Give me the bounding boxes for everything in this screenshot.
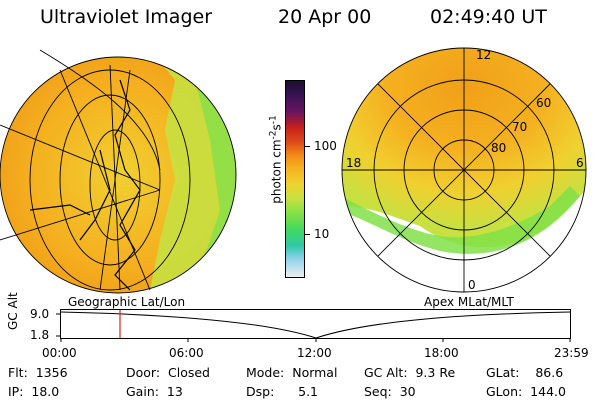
polar-plot-image xyxy=(341,47,587,293)
apex-panel-label: Apex MLat/MLT xyxy=(424,295,514,309)
colorbar-tick xyxy=(305,234,310,235)
timeline-y-tick: 9.0 xyxy=(30,307,50,321)
polar-mlt-label-12: 12 xyxy=(476,48,492,62)
instrument-title: Ultraviolet Imager xyxy=(40,6,213,28)
polar-lat-label-80: 80 xyxy=(491,141,507,155)
ip-value: IP: 18.0 xyxy=(8,384,60,399)
altitude-timeline-plot xyxy=(56,309,571,342)
geographic-panel-label: Geographic Lat/Lon xyxy=(68,295,186,309)
timeline-x-tick: 18:00 xyxy=(424,346,459,360)
timeline-x-tick: 00:00 xyxy=(42,346,77,360)
timeline-x-tick: 06:00 xyxy=(169,346,204,360)
date-label: 20 Apr 00 xyxy=(278,6,372,28)
colorbar-tick-label: 10 xyxy=(314,227,330,241)
colorbar-unit-label: photon cm-2s-1 xyxy=(268,115,284,204)
polar-mlt-label-0: 0 xyxy=(468,278,476,292)
door-status: Door: Closed xyxy=(126,365,210,380)
color-scale-bar xyxy=(285,80,305,278)
dsp-value: Dsp: 5.1 xyxy=(246,384,319,399)
glon-value: GLon: 144.0 xyxy=(486,384,566,399)
glat-value: GLat: 86.6 xyxy=(486,365,564,380)
polar-lat-label-70: 70 xyxy=(512,120,528,134)
polar-lat-label-60: 60 xyxy=(536,96,552,110)
colorbar-tick-label: 100 xyxy=(314,139,337,153)
colorbar-tick xyxy=(305,146,310,147)
gc-alt-value: GC Alt: 9.3 Re xyxy=(364,365,456,380)
polar-mlt-label-6: 6 xyxy=(576,156,584,170)
timeline-x-tick: 12:00 xyxy=(297,346,332,360)
flight-number: Flt: 1356 xyxy=(8,365,68,380)
timeline-y-tick: 1.8 xyxy=(30,328,50,342)
timeline-x-tick: 23:59 xyxy=(554,346,589,360)
mode-value: Mode: Normal xyxy=(246,365,338,380)
geographic-globe-image xyxy=(0,49,237,294)
polar-mlt-label-18: 18 xyxy=(346,156,362,170)
time-label: 02:49:40 UT xyxy=(430,6,547,28)
gain-value: Gain: 13 xyxy=(126,384,183,399)
timeline-axis-label: GC Alt xyxy=(6,292,20,330)
seq-value: Seq: 30 xyxy=(364,384,416,399)
